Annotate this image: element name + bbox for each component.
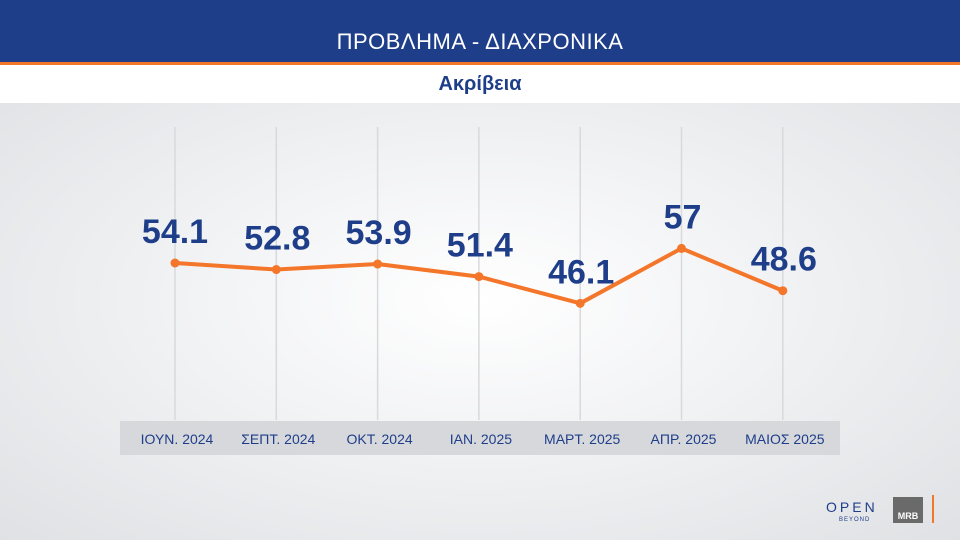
chart-subtitle: Ακρίβεια bbox=[438, 73, 522, 95]
data-label: 52.8 bbox=[244, 220, 310, 258]
open-logo: OPEN bbox=[826, 499, 878, 515]
mrb-logo: MRB bbox=[893, 497, 923, 523]
x-tick-label: ΣΕΠΤ. 2024 bbox=[241, 431, 315, 447]
data-point bbox=[271, 265, 281, 275]
data-point bbox=[677, 243, 686, 253]
x-tick-label: ΙΑΝ. 2025 bbox=[450, 431, 512, 447]
page-title: ΠΡΟΒΛΗΜΑ - ΔΙΑΧΡΟΝΙΚΑ bbox=[336, 29, 624, 54]
data-point bbox=[373, 259, 383, 269]
mrb-logo-text: MRB bbox=[897, 511, 919, 521]
logo-divider bbox=[932, 495, 934, 523]
header-accent-rule bbox=[0, 62, 960, 65]
open-logo-subtext: BEYOND bbox=[839, 517, 871, 523]
data-label: 51.4 bbox=[447, 227, 513, 265]
subtitle-bar bbox=[0, 65, 960, 103]
data-point bbox=[575, 298, 585, 308]
category-axis-band bbox=[120, 421, 840, 455]
x-tick-label: ΟΚΤ. 2024 bbox=[347, 431, 413, 447]
data-label: 53.9 bbox=[346, 214, 412, 252]
plot-background bbox=[0, 103, 960, 540]
data-point bbox=[778, 286, 788, 296]
x-tick-label: ΙΟΥΝ. 2024 bbox=[141, 431, 214, 447]
x-tick-label: ΑΠΡ. 2025 bbox=[651, 431, 717, 447]
header-bar bbox=[0, 0, 960, 62]
x-tick-label: ΜΑΙΟΣ 2025 bbox=[745, 431, 825, 447]
data-label: 48.6 bbox=[751, 241, 817, 279]
data-label: 54.1 bbox=[142, 213, 208, 251]
data-label: 46.1 bbox=[548, 253, 614, 291]
data-label: 57 bbox=[664, 198, 702, 236]
x-tick-label: ΜΑΡΤ. 2025 bbox=[544, 431, 620, 447]
data-point bbox=[170, 258, 180, 268]
data-point bbox=[474, 272, 484, 282]
